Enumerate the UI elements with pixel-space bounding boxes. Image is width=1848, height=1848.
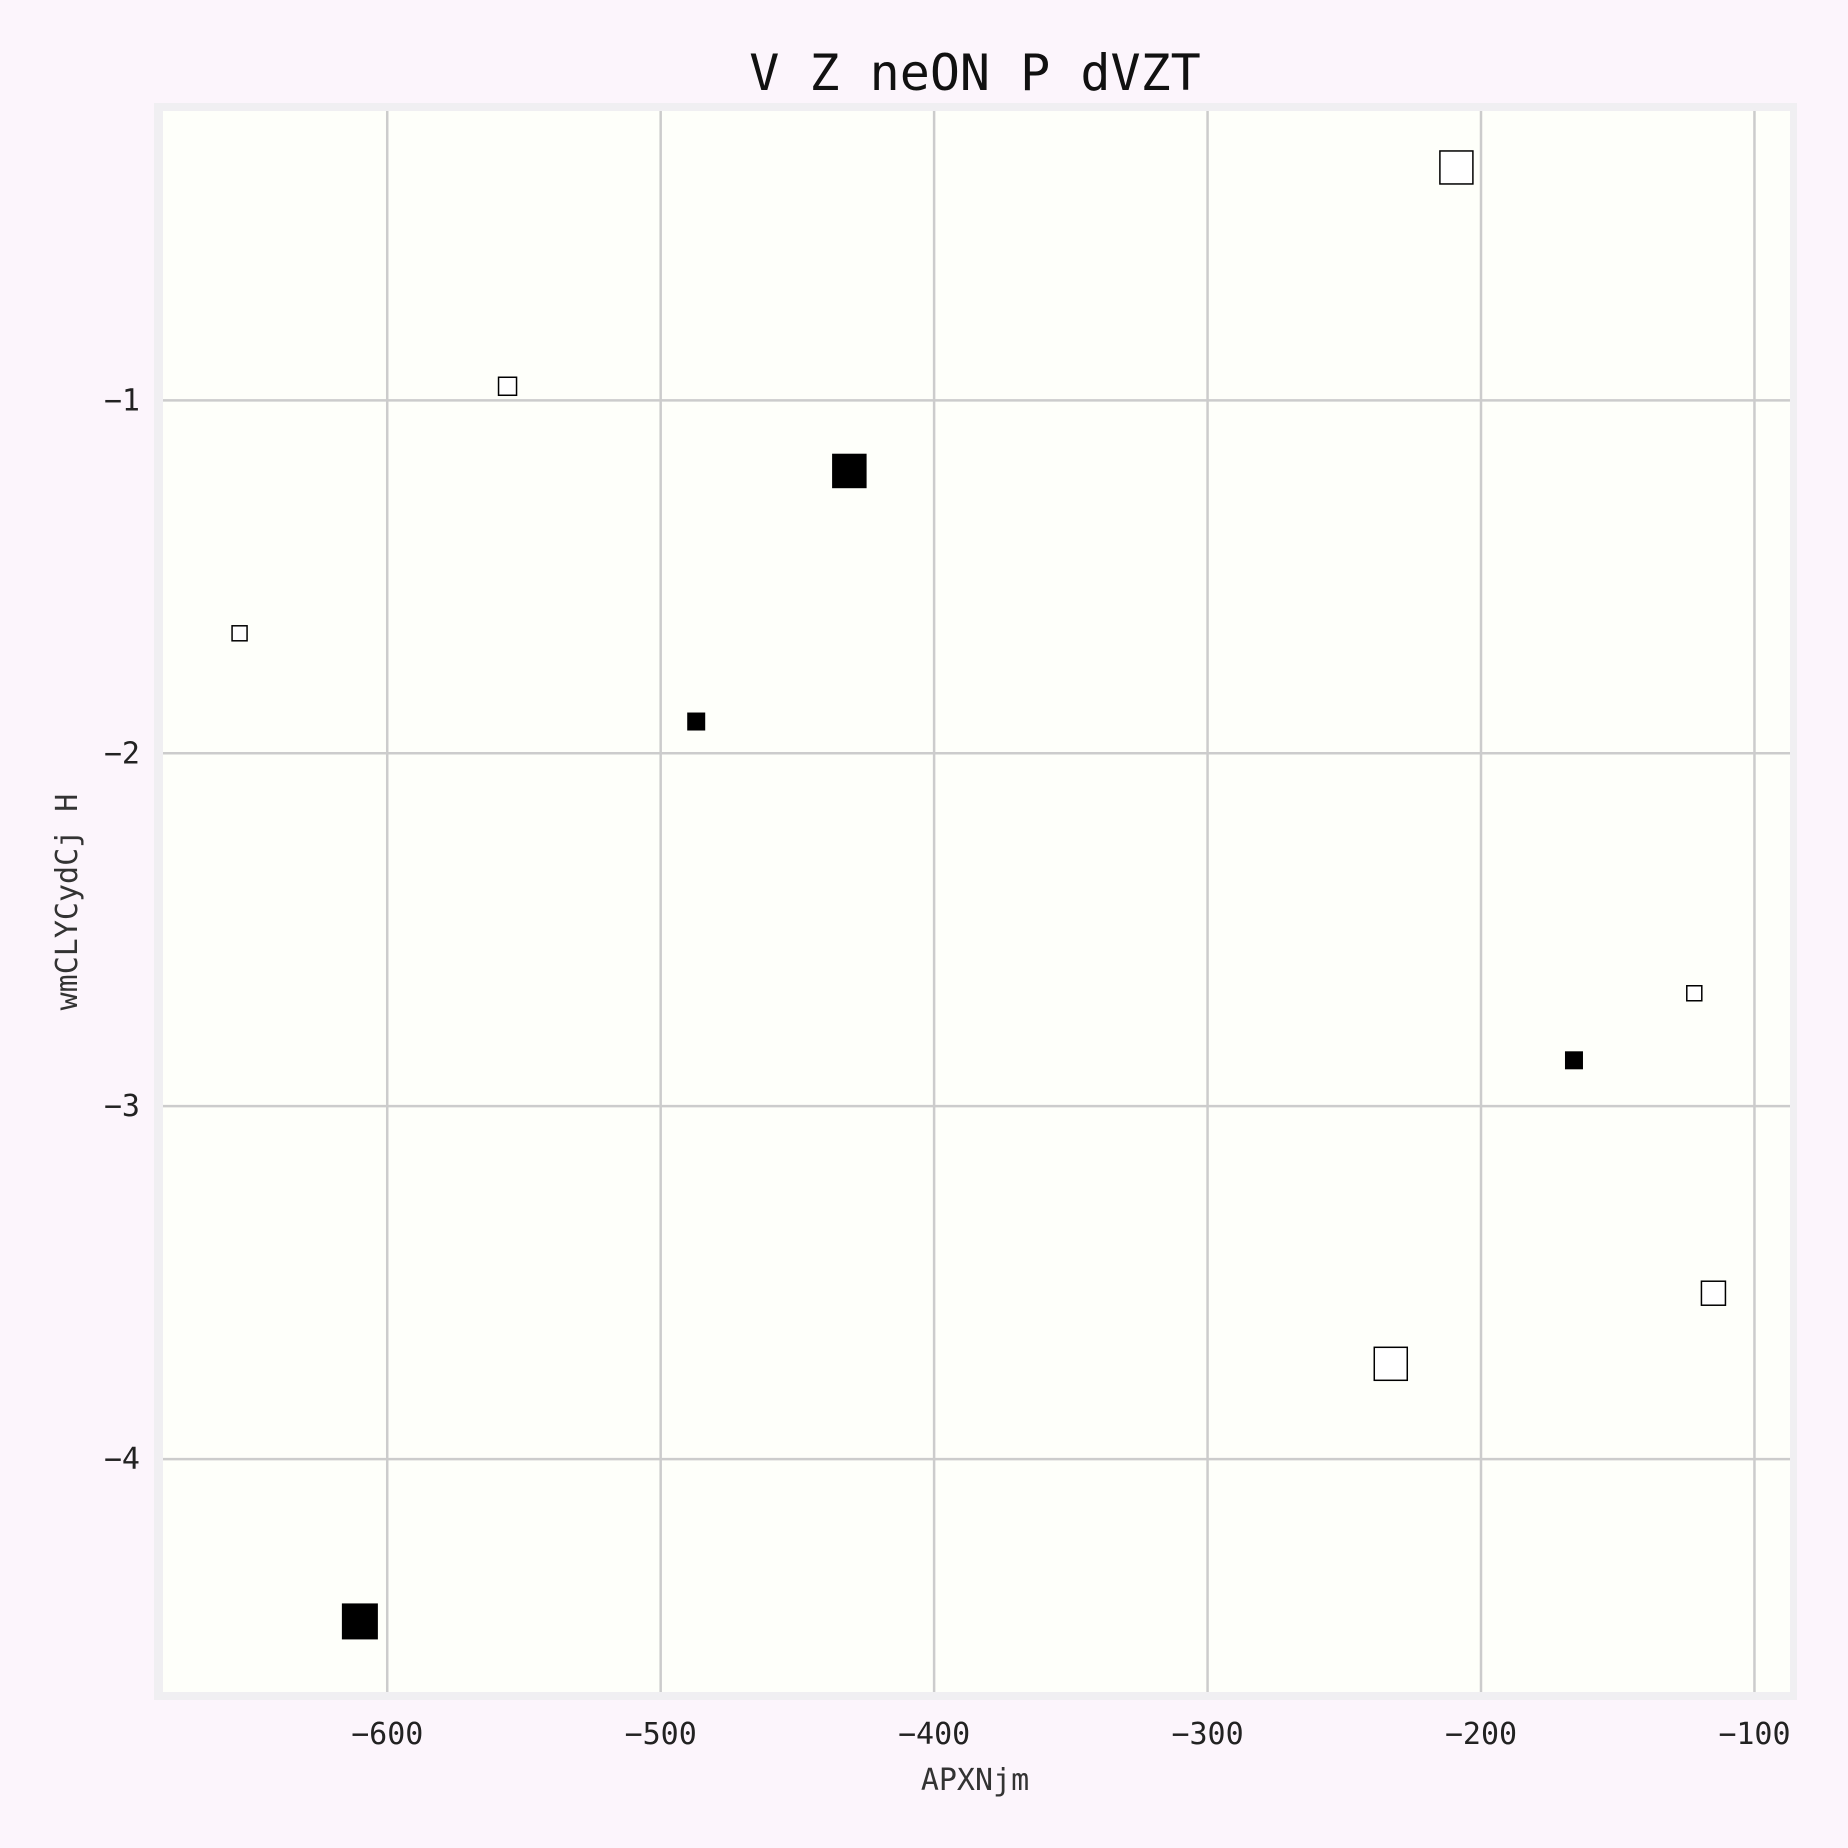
hollow-square-marker bbox=[1686, 985, 1703, 1002]
y-axis-label: wmCLYCydCj H bbox=[50, 794, 85, 1011]
chart-title: V Z neON P dVZT bbox=[749, 44, 1201, 102]
y-tick-label: −4 bbox=[104, 1442, 140, 1477]
grid-lines bbox=[163, 111, 1790, 1692]
filled-square-marker bbox=[832, 453, 867, 489]
filled-square-marker bbox=[341, 1603, 378, 1640]
x-tick-label: −200 bbox=[1445, 1717, 1517, 1752]
hollow-square-marker bbox=[1373, 1346, 1409, 1382]
x-tick-label: −600 bbox=[351, 1717, 423, 1752]
x-tick-label: −400 bbox=[898, 1717, 970, 1752]
y-tick-label: −2 bbox=[104, 736, 140, 771]
x-tick-label: −300 bbox=[1171, 1717, 1243, 1752]
y-tick-labels: −1 −2 −3 −4 bbox=[104, 383, 140, 1477]
x-tick-label: −500 bbox=[625, 1717, 697, 1752]
hollow-square-marker bbox=[497, 376, 518, 397]
hollow-square-marker bbox=[1439, 150, 1474, 185]
x-tick-label: −100 bbox=[1718, 1717, 1790, 1752]
x-tick-labels: −600 −500 −400 −300 −200 −100 bbox=[351, 1717, 1790, 1752]
hollow-square-marker bbox=[1700, 1280, 1727, 1306]
y-tick-label: −3 bbox=[104, 1089, 140, 1124]
y-tick-label: −1 bbox=[104, 383, 140, 418]
filled-square-marker bbox=[1564, 1051, 1583, 1070]
filled-square-marker bbox=[687, 712, 706, 731]
x-axis-label: APXNjm bbox=[921, 1763, 1029, 1798]
data-points bbox=[231, 150, 1727, 1640]
hollow-square-marker bbox=[231, 625, 248, 642]
plot-area bbox=[163, 111, 1790, 1692]
